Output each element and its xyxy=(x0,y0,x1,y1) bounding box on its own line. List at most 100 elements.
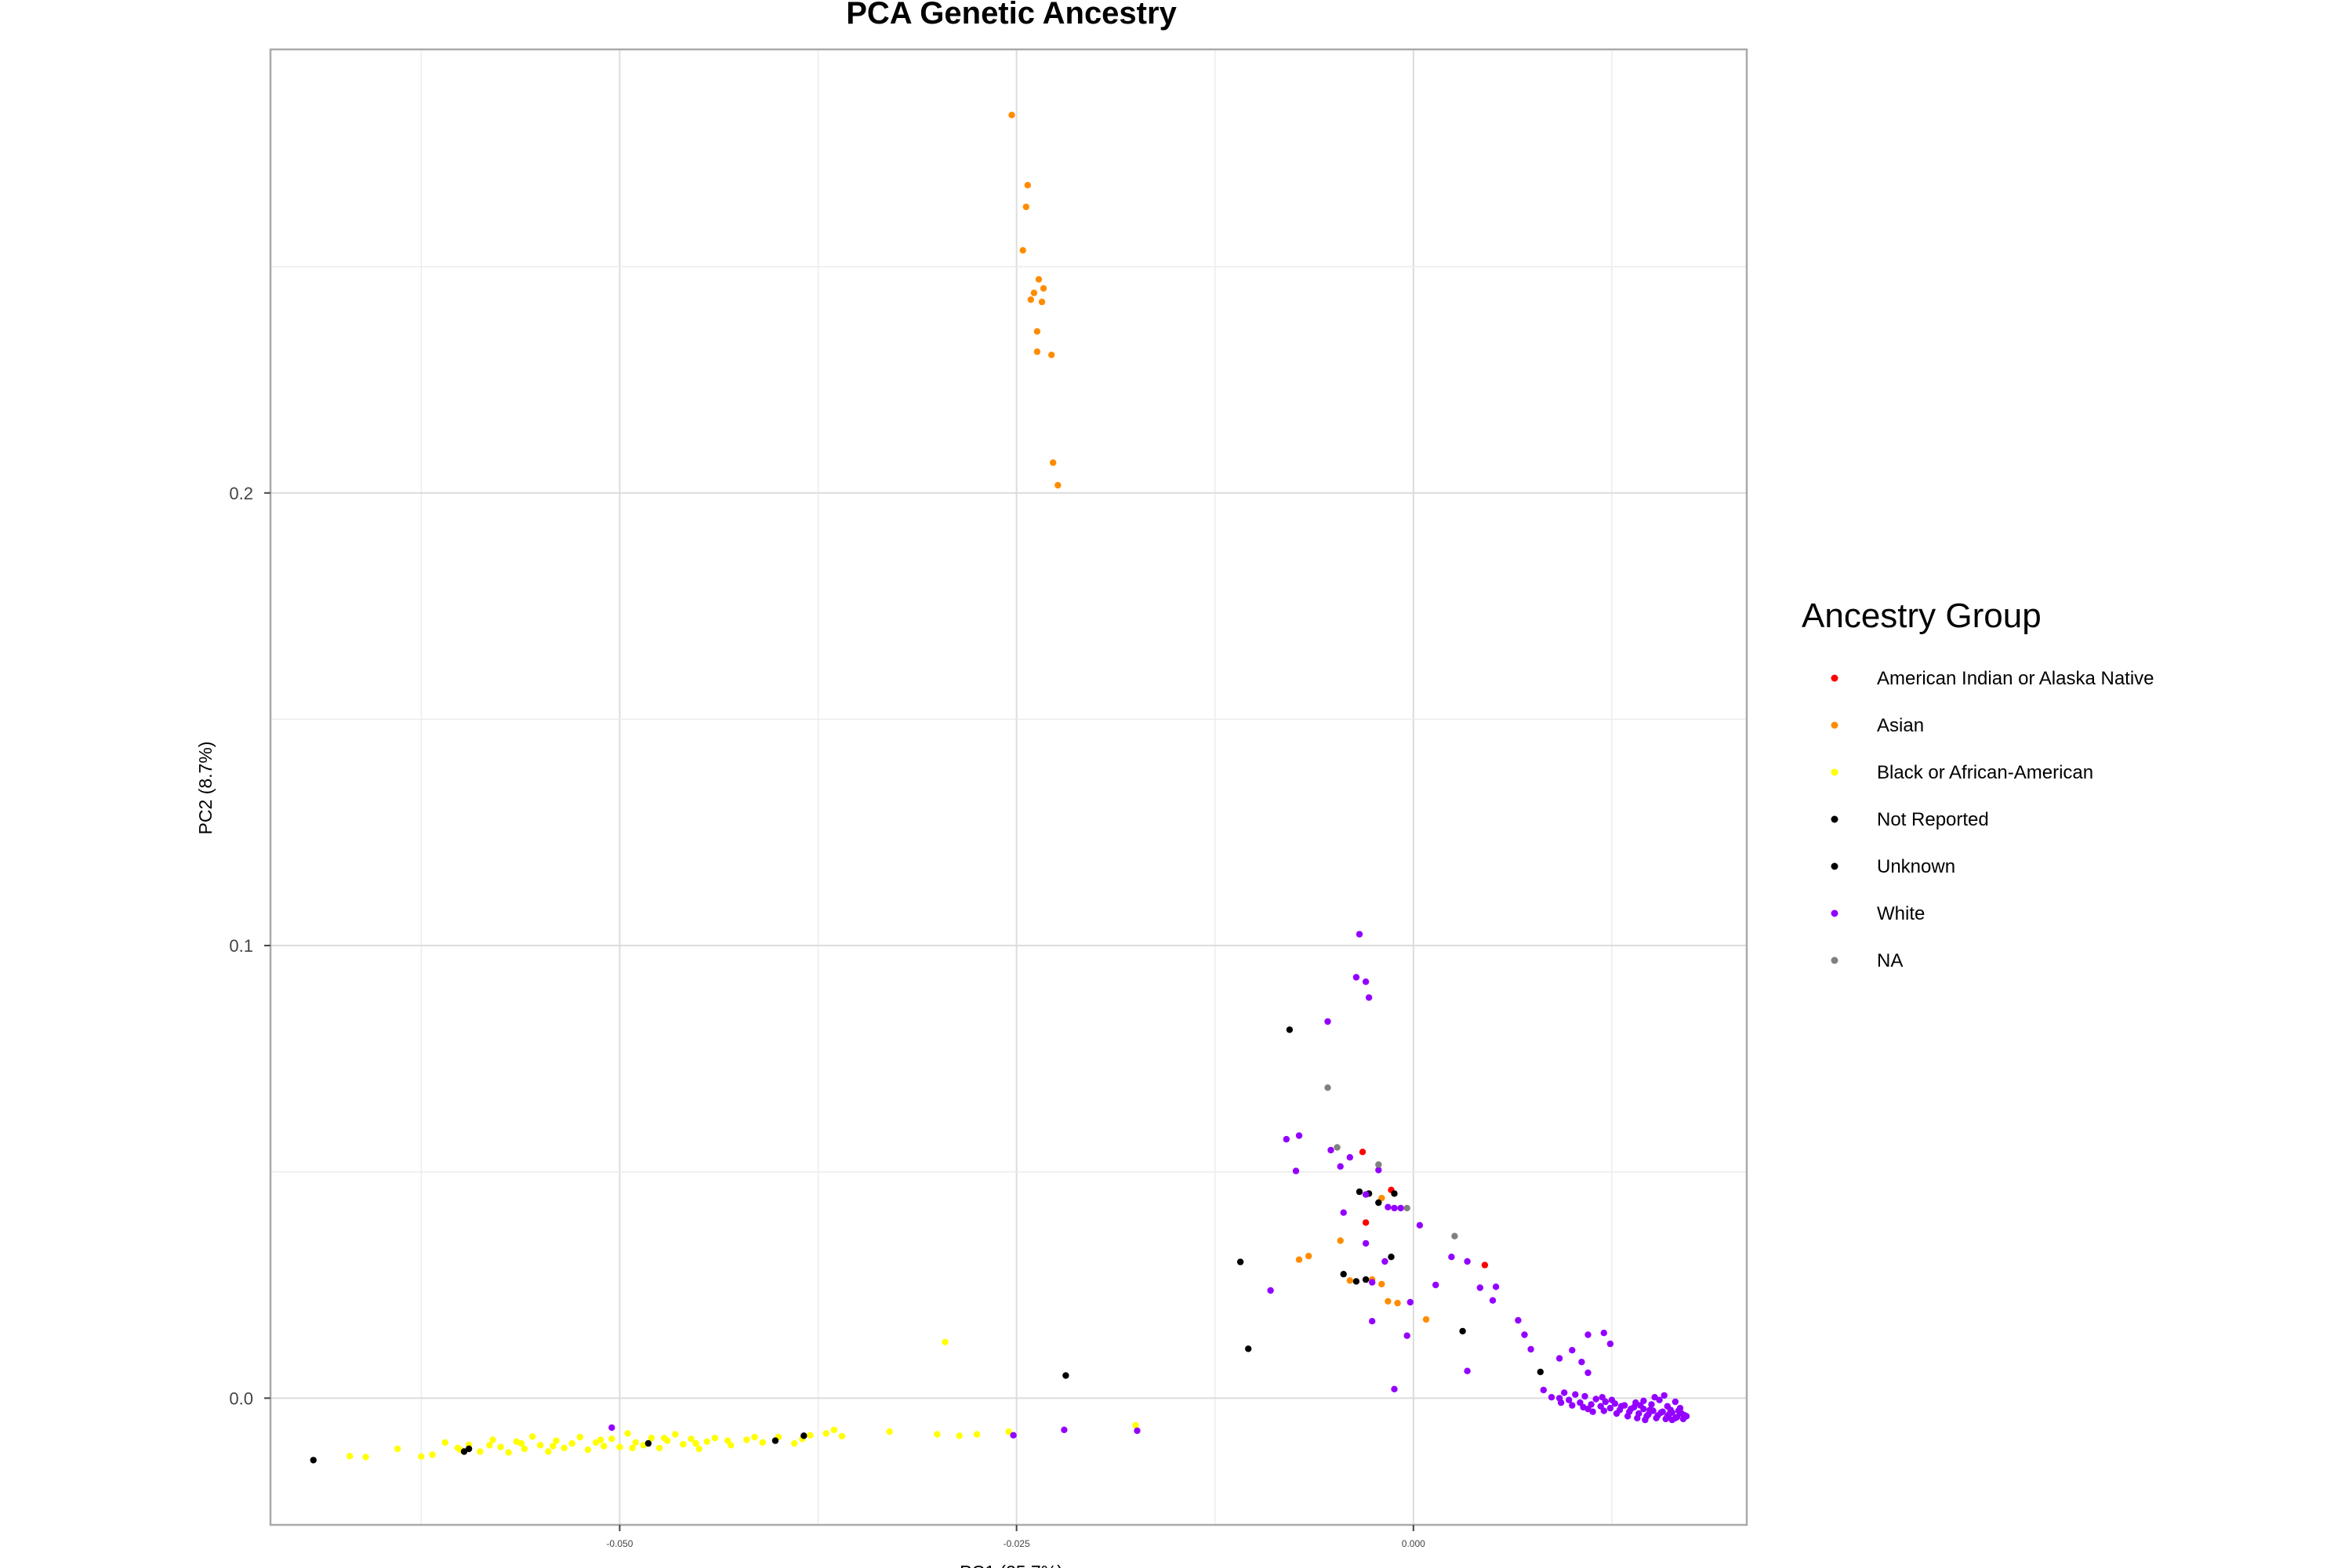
legend: Ancestry Group American Indian or Alaska… xyxy=(1802,597,2154,971)
data-point xyxy=(1394,1299,1401,1307)
data-point xyxy=(477,1448,484,1455)
data-point xyxy=(1432,1281,1439,1289)
data-point xyxy=(1391,1190,1398,1197)
data-point xyxy=(545,1448,552,1455)
data-point xyxy=(1019,247,1026,254)
legend-swatch xyxy=(1831,956,1838,964)
data-point xyxy=(1388,1254,1395,1261)
data-point xyxy=(1600,1407,1607,1414)
data-point xyxy=(1515,1316,1522,1324)
data-point xyxy=(441,1439,448,1446)
data-point xyxy=(1381,1258,1388,1265)
data-point xyxy=(1584,1369,1592,1377)
data-point xyxy=(1679,1415,1687,1423)
data-point xyxy=(1305,1252,1312,1260)
data-point xyxy=(1337,1163,1344,1171)
data-point xyxy=(1489,1297,1497,1304)
data-point xyxy=(1476,1284,1484,1291)
data-point xyxy=(1527,1345,1534,1353)
data-point xyxy=(1555,1355,1563,1362)
data-point xyxy=(644,1439,652,1447)
data-point xyxy=(550,1443,557,1450)
data-point xyxy=(1668,1416,1675,1424)
data-point xyxy=(1362,1219,1370,1226)
data-point xyxy=(1403,1204,1410,1212)
series-unknown xyxy=(460,1190,1373,1455)
data-point xyxy=(1245,1345,1252,1352)
data-point xyxy=(489,1436,496,1443)
y-tick-label: 0.0 xyxy=(229,1388,253,1408)
data-point xyxy=(1648,1401,1655,1408)
data-point xyxy=(347,1453,354,1460)
data-point xyxy=(576,1433,583,1441)
data-point xyxy=(1375,1161,1382,1168)
data-point xyxy=(1295,1132,1303,1139)
series-white xyxy=(608,931,1690,1439)
data-point xyxy=(1267,1287,1274,1294)
data-point xyxy=(1365,994,1373,1001)
data-point xyxy=(1521,1331,1528,1338)
data-point xyxy=(553,1437,560,1444)
y-axis-ticks: 0.0 0.1 0.2 xyxy=(229,484,270,1408)
data-point xyxy=(711,1435,719,1442)
data-point xyxy=(1027,296,1035,303)
data-point xyxy=(1340,1271,1347,1278)
data-point xyxy=(601,1443,608,1450)
legend-swatch xyxy=(1831,721,1838,729)
data-point xyxy=(1337,1237,1344,1244)
data-point xyxy=(1580,1403,1587,1411)
data-point xyxy=(1038,298,1046,306)
data-point xyxy=(648,1435,655,1442)
data-point xyxy=(1464,1258,1471,1265)
legend-label: Unknown xyxy=(1877,856,1955,877)
legend-title: Ancestry Group xyxy=(1802,597,2042,635)
data-point xyxy=(660,1435,668,1442)
data-point xyxy=(1422,1316,1430,1323)
data-point xyxy=(1334,1144,1341,1151)
data-point xyxy=(1561,1389,1568,1396)
data-point xyxy=(655,1444,663,1452)
legend-items: American Indian or Alaska Native Asian Bla… xyxy=(1831,668,2154,971)
series-asian xyxy=(1008,111,1430,1323)
data-point xyxy=(1592,1396,1599,1403)
data-point xyxy=(1617,1403,1625,1410)
data-point xyxy=(791,1439,798,1447)
data-point xyxy=(1008,111,1015,118)
x-tick-label: 0.000 xyxy=(1402,1538,1425,1549)
data-point xyxy=(505,1449,512,1456)
legend-item: NA xyxy=(1831,950,1903,971)
legend-item: Black or African-American xyxy=(1831,762,2093,783)
data-points xyxy=(310,111,1690,1464)
data-point xyxy=(1391,1385,1398,1393)
legend-label: Not Reported xyxy=(1877,809,1989,830)
legend-label: NA xyxy=(1877,950,1903,971)
data-point xyxy=(517,1439,525,1447)
data-point xyxy=(1327,1146,1334,1154)
data-point xyxy=(680,1441,687,1448)
data-point xyxy=(1459,1327,1466,1335)
x-axis-title: PC1 (25.7%) xyxy=(960,1562,1063,1568)
data-point xyxy=(616,1443,623,1450)
data-point xyxy=(1481,1261,1489,1269)
data-point xyxy=(1040,285,1047,292)
data-point xyxy=(1385,1203,1392,1210)
data-point xyxy=(1403,1332,1410,1339)
data-point xyxy=(973,1431,981,1438)
data-point xyxy=(1588,1401,1595,1408)
data-point xyxy=(1022,203,1030,211)
data-point xyxy=(1606,1404,1614,1412)
data-point xyxy=(1651,1394,1658,1401)
data-point xyxy=(1035,276,1043,283)
data-point xyxy=(1346,1154,1354,1161)
chart-title: PCA Genetic Ancestry xyxy=(846,0,1177,31)
data-point xyxy=(1646,1406,1653,1414)
data-point xyxy=(528,1433,536,1440)
data-point xyxy=(1416,1221,1424,1229)
data-point xyxy=(728,1442,735,1449)
data-point xyxy=(1356,931,1363,938)
data-point xyxy=(1628,1406,1635,1413)
data-point xyxy=(1375,1167,1382,1174)
data-point xyxy=(1665,1410,1672,1418)
data-point xyxy=(1600,1330,1607,1337)
data-point xyxy=(1675,1407,1682,1414)
